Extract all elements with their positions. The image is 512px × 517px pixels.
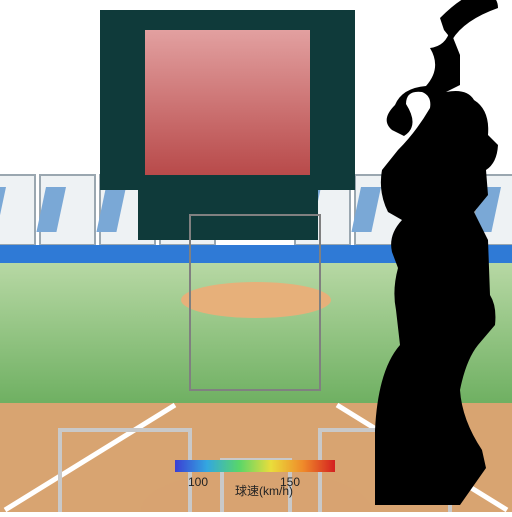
speed-tick-label: 100 — [188, 475, 208, 489]
baseball-pitch-scene: 100150球速(km/h) — [0, 0, 512, 512]
scene-svg: 100150球速(km/h) — [0, 0, 512, 512]
pitchers-mound — [181, 282, 331, 318]
speed-axis-label: 球速(km/h) — [235, 484, 293, 498]
speed-colorbar — [175, 460, 335, 472]
scoreboard-screen — [145, 30, 310, 175]
stand-panel — [0, 175, 35, 245]
